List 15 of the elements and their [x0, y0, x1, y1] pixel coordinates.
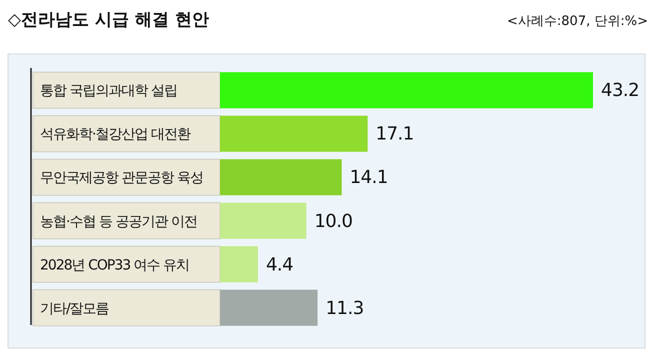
- data-label: 43.2: [601, 80, 640, 102]
- data-label: 4.4: [266, 254, 294, 276]
- data-label: 11.3: [326, 298, 364, 319]
- data-label: 10.0: [314, 210, 352, 232]
- chart-subtitle: <사례수:807, 단위:%>: [507, 14, 648, 29]
- y-tick-label: 기타/잘모름: [40, 300, 109, 317]
- chart-title: ◇전라남도 시급 해결 현안: [8, 10, 209, 30]
- data-label: 14.1: [350, 167, 388, 188]
- y-tick-label: 무안국제공항 관문공항 육성: [40, 170, 203, 186]
- y-tick-label: 농협·수협 등 공공기관 이전: [40, 214, 197, 230]
- y-tick-label: 2028년 COP33 여수 유치: [40, 257, 190, 274]
- data-label: 17.1: [376, 124, 414, 145]
- bar: [220, 246, 258, 282]
- y-tick-label: 통합 국립의과대학 설립: [40, 83, 177, 100]
- y-tick-label: 석유화학·철강산업 대전환: [40, 126, 191, 143]
